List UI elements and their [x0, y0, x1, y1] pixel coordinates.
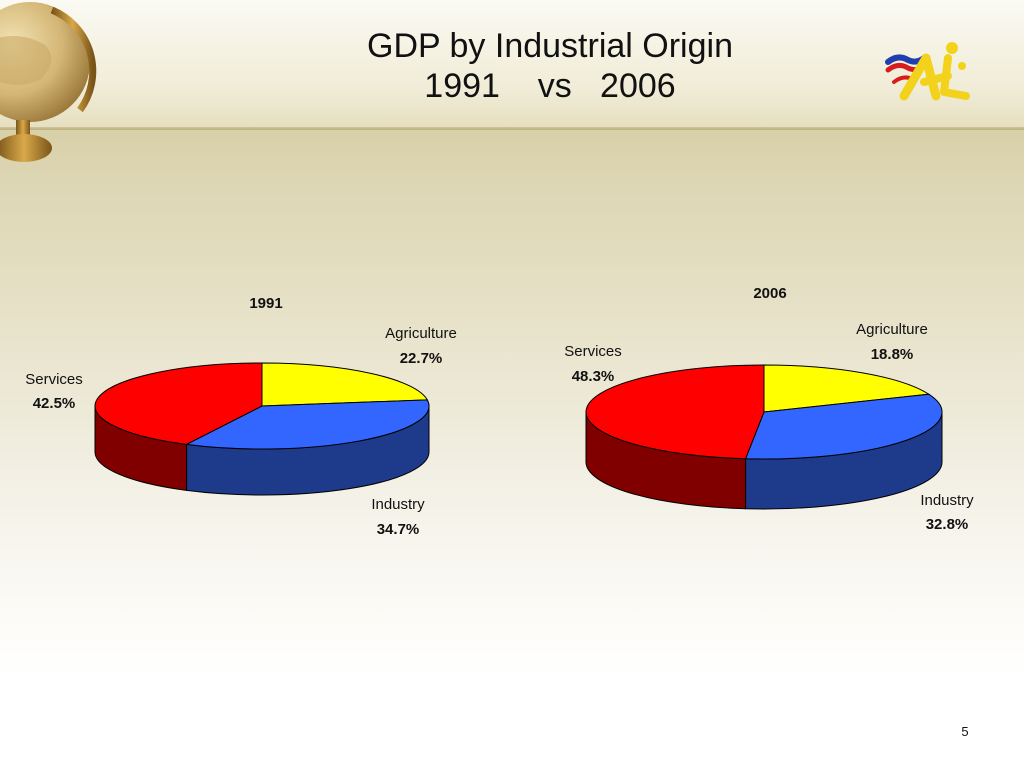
pie-slice-industry-1991 [184, 399, 430, 450]
chart-title-2006: 2006 [753, 285, 786, 302]
label-services-2006: Services [564, 343, 622, 360]
value-services-1991: 42.5% [33, 395, 76, 412]
pie-slice-services-2006 [585, 364, 765, 460]
slide-title: GDP by Industrial Origin 1991 vs 2006 [230, 26, 870, 106]
pie-slice-industry-2006 [744, 393, 943, 460]
page-number: 5 [961, 724, 969, 739]
chart-title-1991: 1991 [249, 295, 282, 312]
label-agriculture-1991: Agriculture [385, 325, 457, 342]
slide-title-line-1: GDP by Industrial Origin [367, 27, 733, 65]
globe-icon [0, 2, 97, 162]
label-agriculture-2006: Agriculture [856, 321, 928, 338]
value-agriculture-1991: 22.7% [400, 350, 443, 367]
label-industry-1991: Industry [371, 496, 425, 513]
label-industry-2006: Industry [920, 492, 974, 509]
value-industry-1991: 34.7% [377, 521, 420, 538]
flag-mascot-logo-icon [885, 42, 970, 101]
pie-slice-agriculture-1991 [261, 362, 429, 407]
value-agriculture-2006: 18.8% [871, 346, 914, 363]
value-services-2006: 48.3% [572, 368, 615, 385]
value-industry-2006: 32.8% [926, 516, 969, 533]
label-services-1991: Services [25, 371, 83, 388]
slide-title-line-2: 1991 vs 2006 [424, 67, 676, 105]
pie-chart-1991: 1991 Agriculture 22.7% Services 42.5% In… [25, 295, 457, 538]
header-divider [0, 127, 1024, 130]
pie-slice-services-1991 [94, 362, 263, 445]
header-band [0, 0, 1024, 128]
pie-slice-agriculture-2006 [763, 364, 931, 413]
pie-chart-2006: 2006 Agriculture 18.8% Services 48.3% In… [564, 285, 974, 533]
